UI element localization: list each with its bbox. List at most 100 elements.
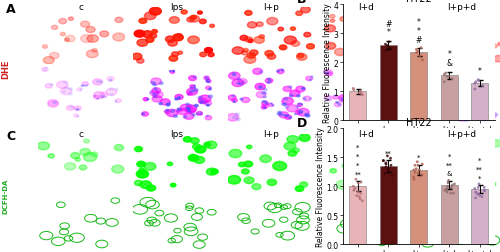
Circle shape: [266, 79, 272, 84]
Circle shape: [471, 84, 474, 87]
Circle shape: [448, 100, 450, 102]
Text: DHE: DHE: [1, 59, 10, 78]
Circle shape: [394, 95, 395, 96]
Circle shape: [99, 81, 102, 83]
Title: HT22: HT22: [406, 0, 431, 4]
Bar: [441, 76, 458, 121]
Text: **: **: [476, 166, 483, 172]
Circle shape: [42, 46, 48, 49]
Circle shape: [254, 37, 264, 44]
Point: [471, 187, 479, 191]
Circle shape: [484, 117, 488, 119]
Circle shape: [462, 92, 472, 99]
Circle shape: [277, 70, 284, 74]
Circle shape: [306, 77, 312, 81]
Circle shape: [290, 91, 300, 97]
Circle shape: [210, 88, 211, 89]
Circle shape: [352, 90, 364, 97]
Circle shape: [235, 113, 240, 116]
Text: l+p+d: l+p+d: [446, 130, 476, 139]
Circle shape: [354, 47, 363, 53]
Bar: [380, 46, 396, 121]
Bar: [441, 185, 458, 244]
Circle shape: [270, 104, 272, 105]
Circle shape: [206, 169, 217, 175]
Circle shape: [159, 103, 162, 105]
Circle shape: [170, 184, 176, 187]
Circle shape: [109, 79, 112, 81]
Circle shape: [196, 112, 202, 116]
Circle shape: [166, 37, 175, 43]
Circle shape: [304, 99, 306, 101]
Point: [475, 80, 483, 84]
Circle shape: [348, 98, 352, 101]
Circle shape: [324, 96, 332, 101]
Circle shape: [211, 169, 218, 174]
Circle shape: [200, 114, 202, 115]
Point: [380, 159, 388, 163]
Circle shape: [87, 36, 99, 43]
Circle shape: [150, 91, 159, 96]
Circle shape: [175, 99, 178, 101]
Point: [443, 190, 451, 194]
Circle shape: [446, 106, 456, 113]
Point: [356, 197, 364, 201]
Circle shape: [66, 106, 74, 111]
Circle shape: [190, 85, 195, 89]
Point: [350, 87, 358, 91]
Text: B: B: [297, 0, 306, 6]
Text: lps: lps: [170, 3, 183, 12]
Point: [414, 50, 422, 54]
Point: [384, 46, 392, 50]
Circle shape: [386, 110, 389, 112]
Circle shape: [466, 92, 470, 94]
Circle shape: [284, 115, 286, 117]
Circle shape: [206, 116, 208, 117]
Point: [418, 59, 426, 63]
Circle shape: [190, 93, 192, 94]
Circle shape: [441, 109, 444, 112]
Circle shape: [147, 99, 148, 100]
Circle shape: [56, 82, 68, 89]
Circle shape: [260, 155, 271, 163]
Circle shape: [190, 138, 199, 144]
Circle shape: [152, 94, 156, 96]
Circle shape: [242, 51, 248, 56]
Point: [448, 78, 456, 82]
Text: &: &: [446, 59, 452, 68]
Circle shape: [297, 54, 304, 58]
Circle shape: [285, 106, 288, 109]
Circle shape: [394, 96, 396, 98]
Circle shape: [194, 88, 196, 89]
Circle shape: [336, 102, 338, 104]
Circle shape: [425, 69, 434, 74]
Circle shape: [482, 180, 494, 188]
Circle shape: [339, 98, 342, 101]
Circle shape: [361, 90, 365, 92]
Circle shape: [134, 147, 142, 152]
Circle shape: [267, 82, 270, 84]
Circle shape: [144, 13, 156, 20]
Circle shape: [326, 43, 336, 50]
Circle shape: [378, 36, 386, 41]
Circle shape: [194, 89, 198, 92]
Circle shape: [164, 110, 170, 114]
Circle shape: [198, 97, 202, 100]
Circle shape: [188, 109, 190, 111]
Circle shape: [252, 184, 261, 190]
Circle shape: [204, 48, 212, 54]
Circle shape: [77, 88, 82, 91]
Circle shape: [196, 114, 198, 115]
Circle shape: [146, 38, 154, 43]
Circle shape: [445, 110, 448, 112]
Circle shape: [464, 106, 467, 107]
Circle shape: [455, 148, 469, 157]
Point: [384, 154, 392, 158]
Circle shape: [298, 111, 302, 113]
Circle shape: [298, 104, 300, 105]
Circle shape: [240, 99, 243, 101]
Point: [354, 190, 362, 194]
Circle shape: [210, 25, 214, 28]
Circle shape: [232, 74, 236, 76]
Text: *: *: [417, 154, 420, 160]
